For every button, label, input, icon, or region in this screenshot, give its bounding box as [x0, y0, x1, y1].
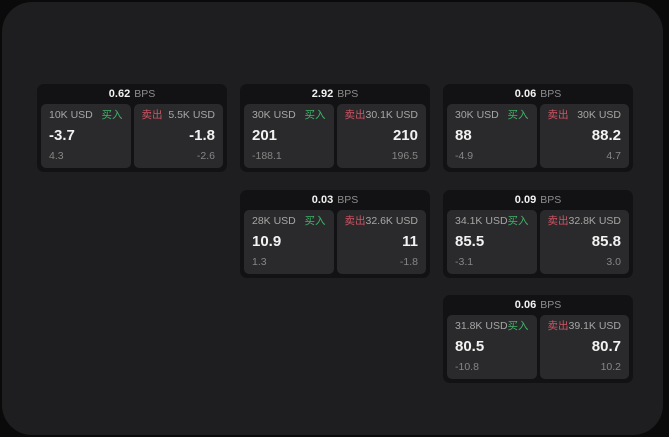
buy-price: 201 — [252, 127, 278, 144]
buy-side-label: 买入 — [101, 109, 123, 121]
sell-price: 85.8 — [591, 233, 621, 250]
buy-side-label: 买入 — [304, 109, 326, 121]
bps-header: 0.06 BPS — [443, 295, 633, 315]
sell-side-label: 卖出 — [547, 109, 569, 121]
sell-price: 11 — [402, 233, 418, 250]
sell-price: 88.2 — [591, 127, 621, 144]
buy-price: -3.7 — [49, 127, 75, 144]
quote-card: 0.06 BPS 30K USD 买入 88 -4.9 卖出 30K USD 8… — [443, 84, 633, 172]
bps-value: 2.92 — [311, 88, 334, 100]
sell-side-label: 卖出 — [547, 215, 569, 227]
sell-side-label: 卖出 — [141, 109, 163, 121]
sell-amount: 30.1K USD — [365, 109, 419, 121]
sell-quote-tile[interactable]: 卖出 39.1K USD 80.7 10.2 — [539, 315, 629, 379]
buy-amount: 10K USD — [49, 109, 93, 121]
bps-value: 0.06 — [514, 88, 537, 100]
buy-delta: -3.1 — [455, 255, 474, 268]
sell-delta: -1.8 — [399, 255, 418, 268]
buy-price: 80.5 — [455, 338, 485, 355]
sell-amount: 5.5K USD — [168, 109, 215, 121]
buy-price: 85.5 — [455, 233, 485, 250]
sell-amount: 32.6K USD — [365, 215, 419, 227]
bps-value: 0.62 — [108, 88, 131, 100]
buy-amount: 28K USD — [252, 215, 296, 227]
bps-unit-label: BPS — [337, 88, 359, 100]
sell-price: -1.8 — [189, 127, 215, 144]
sell-delta: 10.2 — [600, 360, 621, 373]
sell-quote-tile[interactable]: 卖出 32.8K USD 85.8 3.0 — [539, 210, 629, 274]
sell-side-label: 卖出 — [344, 109, 366, 121]
bps-unit-label: BPS — [337, 194, 359, 206]
buy-delta: 1.3 — [252, 255, 267, 268]
sell-quote-tile[interactable]: 卖出 32.6K USD 11 -1.8 — [336, 210, 426, 274]
buy-price: 10.9 — [252, 233, 282, 250]
sell-delta: 4.7 — [606, 149, 621, 162]
bps-unit-label: BPS — [540, 194, 562, 206]
sell-price: 80.7 — [591, 338, 621, 355]
sell-price: 210 — [392, 127, 418, 144]
buy-side-label: 买入 — [304, 215, 326, 227]
buy-quote-tile[interactable]: 31.8K USD 买入 80.5 -10.8 — [447, 315, 537, 379]
buy-amount: 31.8K USD — [455, 320, 508, 332]
quote-card: 0.06 BPS 31.8K USD 买入 80.5 -10.8 卖出 39.1… — [443, 295, 633, 383]
buy-delta: 4.3 — [49, 149, 64, 162]
buy-amount: 30K USD — [455, 109, 499, 121]
sell-amount: 39.1K USD — [568, 320, 622, 332]
bps-unit-label: BPS — [134, 88, 156, 100]
bps-value: 0.09 — [514, 194, 537, 206]
bps-header: 0.06 BPS — [443, 84, 633, 104]
sell-amount: 32.8K USD — [568, 215, 622, 227]
buy-price: 88 — [455, 127, 472, 144]
sell-amount: 30K USD — [577, 109, 621, 121]
buy-side-label: 买入 — [507, 215, 529, 227]
bps-unit-label: BPS — [540, 88, 562, 100]
bps-header: 0.62 BPS — [37, 84, 227, 104]
bps-header: 0.03 BPS — [240, 190, 430, 210]
sell-delta: 196.5 — [391, 149, 418, 162]
sell-side-label: 卖出 — [547, 320, 569, 332]
buy-quote-tile[interactable]: 10K USD 买入 -3.7 4.3 — [41, 104, 131, 168]
buy-delta: -10.8 — [455, 360, 479, 373]
sell-quote-tile[interactable]: 卖出 5.5K USD -1.8 -2.6 — [133, 104, 223, 168]
buy-delta: -188.1 — [252, 149, 282, 162]
buy-amount: 30K USD — [252, 109, 296, 121]
sell-delta: 3.0 — [606, 255, 621, 268]
buy-side-label: 买入 — [507, 320, 529, 332]
buy-quote-tile[interactable]: 30K USD 买入 201 -188.1 — [244, 104, 334, 168]
quote-card: 0.62 BPS 10K USD 买入 -3.7 4.3 卖出 5.5K USD… — [37, 84, 227, 172]
bps-header: 0.09 BPS — [443, 190, 633, 210]
buy-quote-tile[interactable]: 30K USD 买入 88 -4.9 — [447, 104, 537, 168]
quote-card: 2.92 BPS 30K USD 买入 201 -188.1 卖出 30.1K … — [240, 84, 430, 172]
buy-quote-tile[interactable]: 28K USD 买入 10.9 1.3 — [244, 210, 334, 274]
bps-header: 2.92 BPS — [240, 84, 430, 104]
bps-value: 0.03 — [311, 194, 334, 206]
sell-side-label: 卖出 — [344, 215, 366, 227]
sell-quote-tile[interactable]: 卖出 30.1K USD 210 196.5 — [336, 104, 426, 168]
sell-delta: -2.6 — [196, 149, 215, 162]
buy-side-label: 买入 — [507, 109, 529, 121]
buy-quote-tile[interactable]: 34.1K USD 买入 85.5 -3.1 — [447, 210, 537, 274]
bps-value: 0.06 — [514, 299, 537, 311]
bps-unit-label: BPS — [540, 299, 562, 311]
buy-delta: -4.9 — [455, 149, 474, 162]
quote-card: 0.03 BPS 28K USD 买入 10.9 1.3 卖出 32.6K US… — [240, 190, 430, 278]
buy-amount: 34.1K USD — [455, 215, 508, 227]
quote-card: 0.09 BPS 34.1K USD 买入 85.5 -3.1 卖出 32.8K… — [443, 190, 633, 278]
sell-quote-tile[interactable]: 卖出 30K USD 88.2 4.7 — [539, 104, 629, 168]
